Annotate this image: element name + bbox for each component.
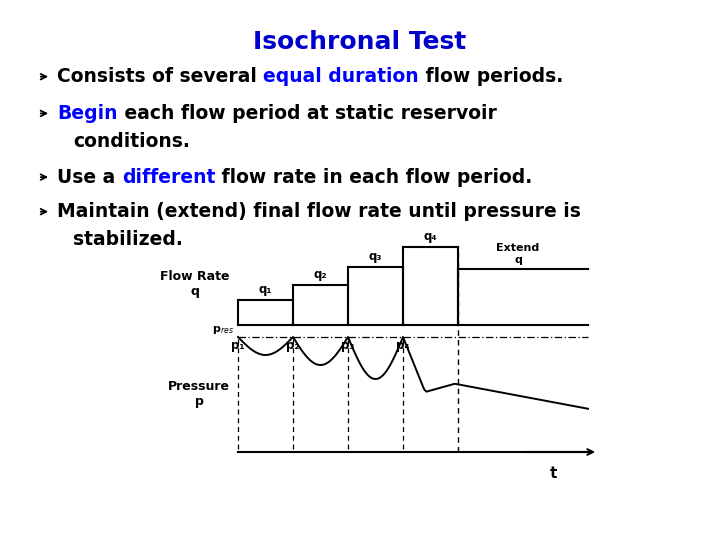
Text: q₃: q₃: [369, 250, 382, 263]
Text: q₂: q₂: [314, 268, 328, 281]
Text: t: t: [549, 466, 557, 481]
Text: Extend
q: Extend q: [496, 244, 539, 265]
Text: p$_{res}$: p$_{res}$: [212, 324, 234, 336]
Text: Use a: Use a: [57, 167, 122, 187]
Text: Flow Rate
q: Flow Rate q: [161, 269, 230, 298]
Text: conditions.: conditions.: [73, 132, 190, 151]
Text: Consists of several: Consists of several: [57, 67, 264, 86]
Text: flow periods.: flow periods.: [419, 67, 563, 86]
Text: equal duration: equal duration: [264, 67, 419, 86]
Text: p₃: p₃: [341, 339, 355, 352]
Text: q₄: q₄: [423, 230, 437, 243]
Text: q₁: q₁: [258, 283, 272, 296]
Text: p₄: p₄: [396, 339, 410, 352]
Text: different: different: [122, 167, 215, 187]
Text: stabilized.: stabilized.: [73, 230, 183, 249]
Text: Maintain (extend) final flow rate until pressure is: Maintain (extend) final flow rate until …: [57, 202, 581, 221]
Text: Isochronal Test: Isochronal Test: [253, 30, 467, 54]
Text: Pressure
p: Pressure p: [168, 380, 230, 408]
Text: Begin: Begin: [57, 104, 117, 123]
Text: each flow period at static reservoir: each flow period at static reservoir: [117, 104, 496, 123]
Text: p₂: p₂: [287, 339, 300, 352]
Text: p₁: p₁: [231, 339, 245, 352]
Text: flow rate in each flow period.: flow rate in each flow period.: [215, 167, 532, 187]
